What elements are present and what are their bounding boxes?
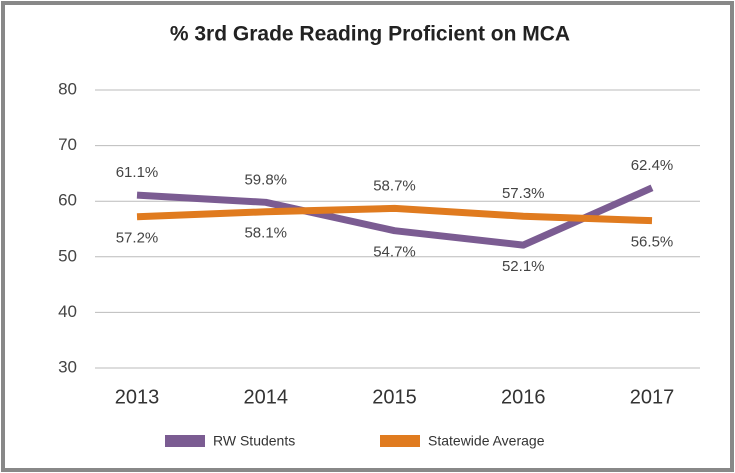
- series-line: [136, 184, 654, 249]
- x-tick-label: 2016: [501, 386, 546, 408]
- x-tick-label: 2015: [372, 386, 417, 408]
- data-label: 57.2%: [116, 230, 159, 247]
- series-line: [136, 204, 653, 225]
- x-tick-label: 2017: [630, 386, 675, 408]
- legend-swatch: [380, 435, 420, 447]
- legend-label: Statewide Average: [428, 433, 545, 449]
- data-label: 61.1%: [116, 164, 159, 181]
- x-tick-label: 2013: [115, 386, 160, 408]
- y-tick-label: 50: [58, 246, 77, 265]
- y-tick-label: 70: [58, 135, 77, 154]
- data-label: 58.1%: [244, 225, 287, 242]
- y-tick-label: 30: [58, 357, 77, 376]
- data-label: 57.3%: [502, 185, 545, 202]
- data-label: 59.8%: [244, 171, 287, 188]
- data-label: 52.1%: [502, 258, 545, 275]
- chart-title: % 3rd Grade Reading Proficient on MCA: [170, 23, 570, 46]
- x-tick-label: 2014: [244, 386, 289, 408]
- data-label: 54.7%: [373, 244, 416, 261]
- data-label: 62.4%: [631, 157, 674, 174]
- y-tick-label: 60: [58, 191, 77, 210]
- legend-swatch: [165, 435, 205, 447]
- legend-label: RW Students: [213, 433, 295, 449]
- data-label: 56.5%: [631, 234, 674, 251]
- y-tick-label: 80: [58, 79, 77, 98]
- data-label: 58.7%: [373, 177, 416, 194]
- y-tick-label: 40: [58, 302, 77, 321]
